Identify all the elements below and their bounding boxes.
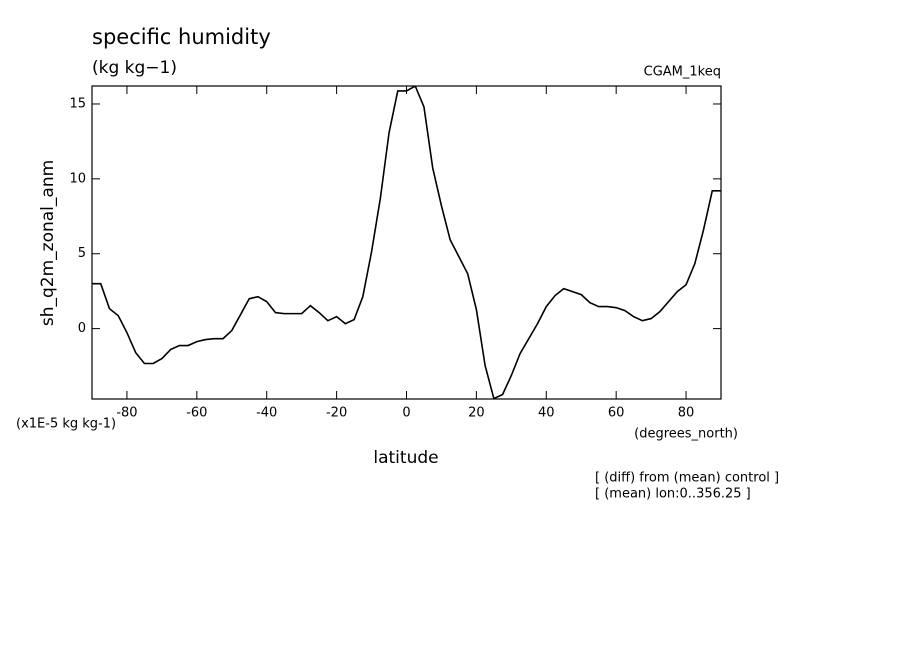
x-tick-label: 40 xyxy=(538,406,555,421)
note: [ (mean) lon:0..356.25 ] xyxy=(595,487,751,502)
y-tick-label: 5 xyxy=(78,246,86,261)
y-axis-label: sh_q2m_zonal_anm xyxy=(38,160,58,326)
chart-subtitle: (kg kg−1) xyxy=(92,58,177,78)
x-tick-label: 60 xyxy=(608,406,625,421)
y-tick-label: 15 xyxy=(69,96,86,111)
x-tick-label: -20 xyxy=(326,406,347,421)
plot-frame xyxy=(91,85,722,400)
x-unit-label: (degrees_north) xyxy=(634,427,738,442)
experiment-label: CGAM_1keq xyxy=(644,65,721,80)
x-tick-label: -60 xyxy=(186,406,207,421)
data-line xyxy=(92,86,721,399)
note: [ (diff) from (mean) control ] xyxy=(595,471,779,486)
y-tick-label: 10 xyxy=(69,171,86,186)
x-tick-label: -80 xyxy=(116,406,137,421)
x-tick-label: -40 xyxy=(256,406,277,421)
x-tick-label: 80 xyxy=(678,406,695,421)
x-tick-label: 20 xyxy=(468,406,485,421)
chart-title: specific humidity xyxy=(92,25,271,49)
x-axis-label: latitude xyxy=(373,448,438,468)
plot-area xyxy=(92,86,721,399)
y-unit-label: (x1E-5 kg kg-1) xyxy=(16,417,116,432)
x-tick-label: 0 xyxy=(402,406,410,421)
y-tick-label: 0 xyxy=(78,321,86,336)
